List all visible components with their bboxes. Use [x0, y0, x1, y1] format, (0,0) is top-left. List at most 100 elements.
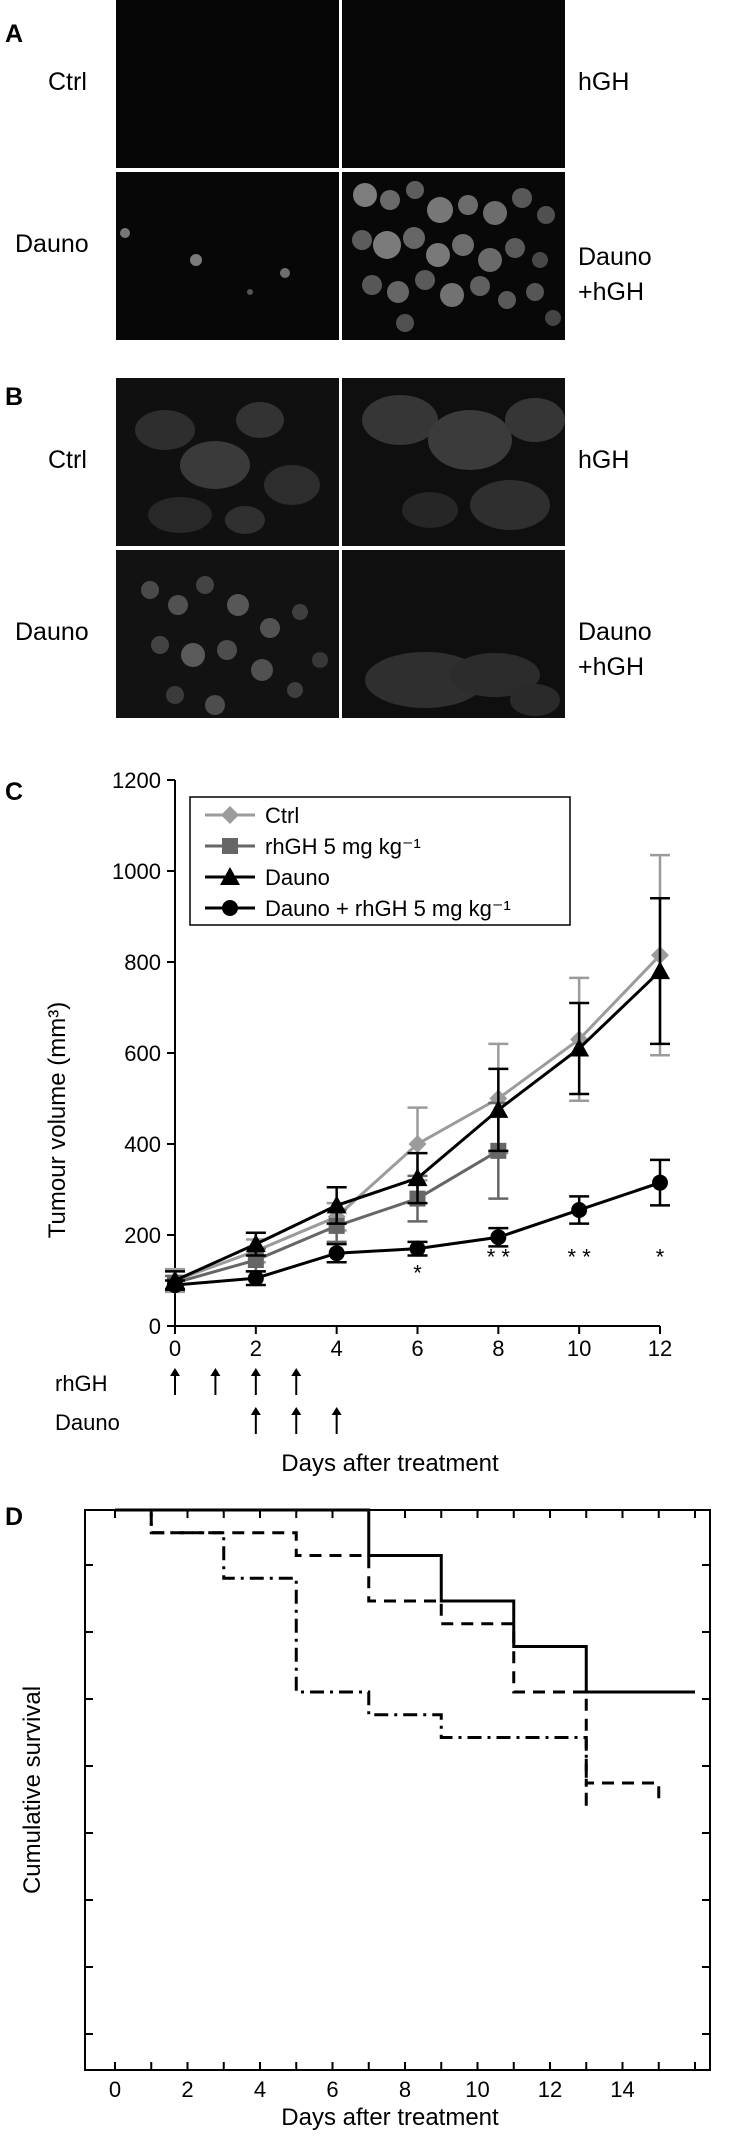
chart-c-ytick-label: 400 — [124, 1132, 161, 1157]
chart-d-xticks: 0 2 4 6 8 10 12 14 — [85, 1510, 710, 2102]
panel-b-letter: B — [5, 383, 23, 411]
micrograph-b-dauno-texture — [141, 576, 328, 715]
panel-d: D Cumulative survival Days after treatme… — [5, 1503, 711, 2131]
chart-c-data-point — [407, 1168, 428, 1187]
chart-d-survival-curve-2 — [115, 1508, 588, 1806]
chart-c-data-point — [167, 1277, 183, 1294]
chart-d-survival-curve-0 — [115, 1508, 695, 1694]
chart-c-xtick-label: 12 — [648, 1336, 672, 1361]
chart-c-xtick-label: 4 — [331, 1336, 343, 1361]
panel-d-letter: D — [5, 1503, 23, 1531]
micrograph-a-ctrl — [116, 0, 339, 168]
chart-c-xtick-label: 0 — [169, 1336, 181, 1361]
chart-c-xtick-label: 6 — [411, 1336, 423, 1361]
panel-a-hgh-label: hGH — [578, 68, 629, 96]
dosing-dauno-arrow-head — [250, 1407, 261, 1415]
chart-c-yticks: 0 200 400 600 800 1000 1200 — [112, 768, 175, 1339]
micrograph-a-dauno-spots — [120, 228, 290, 295]
chart-c-ytick-label: 1200 — [112, 768, 161, 793]
chart-c-legend: Ctrl rhGH 5 mg kg⁻¹ Dauno Dauno + rhGH 5 mg… — [189, 796, 571, 926]
chart-c-data-point — [490, 1229, 507, 1246]
chart-c-ytick-label: 800 — [124, 950, 161, 975]
chart-d-xtick-label: 14 — [610, 2077, 634, 2102]
panel-b: B Ctrl hGH Dauno Dauno +hGH — [5, 378, 652, 718]
panel-c: C Tumour volume (mm³) Days after treatme… — [5, 768, 672, 1477]
chart-c-xtick-label: 8 — [492, 1336, 504, 1361]
chart-c-annotation: * * — [487, 1245, 511, 1270]
chart-c-legend-swatch-marker — [222, 900, 238, 916]
panel-c-letter: C — [5, 778, 23, 806]
chart-d-xtick-label: 8 — [399, 2077, 411, 2102]
dosing-rhgh-label: rhGH — [55, 1371, 108, 1396]
chart-d-frame — [84, 1509, 711, 2071]
chart-c-ytick-label: 0 — [149, 1314, 161, 1339]
chart-c-annotations: * * * * * * — [413, 1245, 665, 1286]
chart-c-series-3 — [165, 1158, 670, 1294]
micrograph-b-dauno — [116, 550, 339, 718]
chart-c-xtick-label: 10 — [567, 1336, 591, 1361]
chart-c-annotation: * * — [568, 1245, 592, 1270]
chart-c-xlabel: Days after treatment — [281, 1450, 499, 1477]
chart-c: Tumour volume (mm³) Days after treatment… — [44, 768, 672, 1477]
chart-c-data-point — [650, 961, 670, 980]
chart-d-xtick-label: 2 — [181, 2077, 193, 2102]
chart-d-xtick-label: 12 — [538, 2077, 562, 2102]
chart-c-annotation: * — [413, 1261, 422, 1286]
chart-d-xtick-label: 0 — [109, 2077, 121, 2102]
chart-c-data-point — [571, 1201, 588, 1218]
chart-c-data-point — [326, 1195, 347, 1214]
dosing-dauno-label: Dauno — [55, 1410, 120, 1435]
chart-c-data-point — [408, 1135, 427, 1153]
micrograph-a-dauno — [116, 172, 339, 340]
chart-d-series-layer — [115, 1508, 695, 1806]
micrograph-a-hgh — [342, 0, 565, 168]
micrograph-a-dauno-hgh-spots — [352, 181, 561, 332]
panel-a-dauno-hgh-line2: +hGH — [578, 278, 644, 306]
chart-c-legend-swatch-marker — [220, 867, 240, 885]
chart-c-legend-label: Dauno — [265, 865, 330, 890]
chart-c-data-point — [569, 1038, 590, 1057]
chart-d-xtick-label: 6 — [326, 2077, 338, 2102]
dosing-rhgh-arrow-head — [170, 1368, 180, 1376]
panel-b-dauno-hgh-line2: +hGH — [578, 653, 644, 681]
panel-a: A Ctrl hGH Dauno Dauno +hGH — [5, 0, 652, 340]
chart-c-ytick-label: 200 — [124, 1223, 161, 1248]
chart-c-legend-swatch-marker — [222, 838, 238, 854]
chart-c-series-layer — [165, 853, 670, 1294]
chart-c-data-point — [245, 1234, 266, 1253]
chart-c-xticks: 0 2 4 6 8 10 12 — [169, 1326, 672, 1361]
dosing-rhgh-arrow-head — [210, 1368, 221, 1376]
chart-d-ylabel: Cumulative survival — [19, 1686, 46, 1894]
micrograph-b-hgh-texture — [362, 395, 565, 530]
dosing-rhgh-arrow-head — [250, 1368, 261, 1376]
panel-a-dauno-label: Dauno — [15, 230, 89, 258]
panel-b-dauno-hgh-line1: Dauno — [578, 618, 652, 646]
chart-d-xtick-label: 10 — [465, 2077, 489, 2102]
panel-a-dauno-hgh-line1: Dauno — [578, 243, 652, 271]
chart-c-ytick-label: 600 — [124, 1041, 161, 1066]
chart-c-legend-label: Dauno + rhGH 5 mg kg⁻¹ — [265, 896, 511, 921]
chart-c-legend-box — [189, 796, 571, 926]
chart-c-legend-swatch-marker — [221, 806, 239, 824]
dosing-dauno-arrow-head — [291, 1407, 302, 1415]
chart-c-xtick-label: 2 — [250, 1336, 262, 1361]
dosing-dauno-arrow-head — [331, 1407, 342, 1415]
chart-c-data-point — [652, 1174, 668, 1191]
chart-c-data-point — [488, 1099, 509, 1118]
chart-c-ylabel: Tumour volume (mm³) — [44, 1002, 71, 1238]
chart-c-data-point — [328, 1217, 345, 1234]
chart-c-legend-label: rhGH 5 mg kg⁻¹ — [265, 834, 421, 859]
chart-d-xlabel: Days after treatment — [281, 2104, 499, 2131]
panel-a-ctrl-label: Ctrl — [48, 68, 87, 96]
micrograph-b-dauno-hgh-texture — [365, 652, 560, 716]
chart-c-data-point — [409, 1240, 426, 1257]
panel-b-hgh-label: hGH — [578, 446, 629, 474]
chart-c-data-point — [247, 1270, 264, 1287]
panel-a-letter: A — [5, 20, 23, 48]
panel-b-dauno-label: Dauno — [15, 618, 89, 646]
chart-d-xtick-label: 4 — [254, 2077, 266, 2102]
micrograph-b-ctrl-texture — [135, 402, 320, 534]
chart-c-series-2 — [165, 897, 670, 1291]
chart-c-ytick-label: 1000 — [112, 859, 161, 884]
